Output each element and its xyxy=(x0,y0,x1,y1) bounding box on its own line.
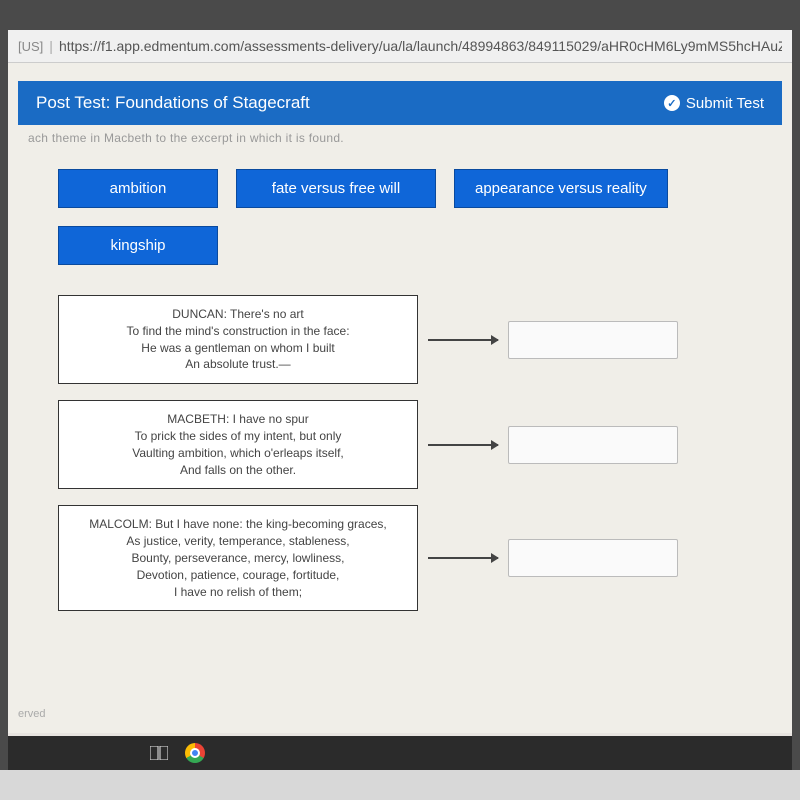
theme-chips-container: ambition fate versus free will appearanc… xyxy=(18,151,782,275)
theme-chip-fate[interactable]: fate versus free will xyxy=(236,169,436,208)
taskbar xyxy=(8,736,792,770)
drop-target-2[interactable] xyxy=(508,426,678,464)
submit-label: Submit Test xyxy=(686,95,764,112)
theme-chip-appearance[interactable]: appearance versus reality xyxy=(454,169,668,208)
drop-target-1[interactable] xyxy=(508,321,678,359)
arrow-icon xyxy=(428,557,498,559)
matching-area: DUNCAN: There's no artTo find the mind's… xyxy=(18,275,782,647)
test-header-bar: Post Test: Foundations of Stagecraft ✓ S… xyxy=(18,81,782,125)
excerpt-box-macbeth: MACBETH: I have no spurTo prick the side… xyxy=(58,400,418,489)
arrow-icon xyxy=(428,444,498,446)
theme-chip-ambition[interactable]: ambition xyxy=(58,169,218,208)
page-content: Post Test: Foundations of Stagecraft ✓ S… xyxy=(8,63,792,733)
test-title: Post Test: Foundations of Stagecraft xyxy=(36,93,310,113)
region-tag: [US] xyxy=(18,39,43,54)
task-view-icon[interactable] xyxy=(148,742,170,764)
excerpt-box-duncan: DUNCAN: There's no artTo find the mind's… xyxy=(58,295,418,384)
url-text: https://f1.app.edmentum.com/assessments-… xyxy=(59,38,782,54)
drop-target-3[interactable] xyxy=(508,539,678,577)
url-separator: | xyxy=(49,38,53,54)
check-icon: ✓ xyxy=(664,95,680,111)
match-row-2: MACBETH: I have no spurTo prick the side… xyxy=(58,400,742,489)
screen: [US] | https://f1.app.edmentum.com/asses… xyxy=(8,30,792,770)
theme-chip-kingship[interactable]: kingship xyxy=(58,226,218,265)
submit-test-button[interactable]: ✓ Submit Test xyxy=(664,95,764,112)
arrow-icon xyxy=(428,339,498,341)
match-row-1: DUNCAN: There's no artTo find the mind's… xyxy=(58,295,742,384)
browser-url-bar[interactable]: [US] | https://f1.app.edmentum.com/asses… xyxy=(8,30,792,63)
excerpt-box-malcolm: MALCOLM: But I have none: the king-becom… xyxy=(58,505,418,611)
chrome-icon[interactable] xyxy=(184,742,206,764)
monitor-frame: [US] | https://f1.app.edmentum.com/asses… xyxy=(0,0,800,770)
footer-copyright-fragment: erved xyxy=(18,708,46,720)
question-instruction-fragment: ach theme in Macbeth to the excerpt in w… xyxy=(18,125,782,151)
match-row-3: MALCOLM: But I have none: the king-becom… xyxy=(58,505,742,611)
